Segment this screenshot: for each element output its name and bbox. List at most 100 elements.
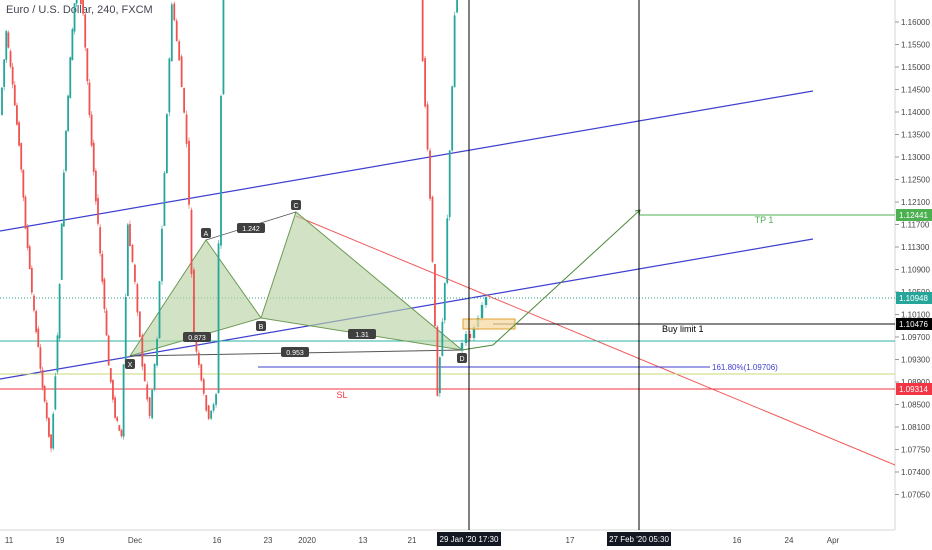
candles-group [1,0,488,453]
y-tick-label: 1.09700 [901,333,930,342]
candle-body [58,284,61,339]
y-tick-label: 1.13000 [901,153,930,162]
candle-body [45,402,48,419]
ratio-label: 0.953 [286,350,304,357]
candle-body [129,224,131,247]
candle-body [200,364,203,381]
candle-body [84,14,87,48]
y-tick-label: 1.11300 [901,243,930,252]
candle-body [35,311,38,333]
candle-body [18,122,20,146]
crosshair-time-label: 27 Feb '20 05:30 [609,535,669,544]
ratio-badge [183,332,211,342]
y-tick-label: 1.11700 [901,221,930,230]
candle-body [50,434,52,449]
price-label-text: 1.10476 [899,320,928,329]
candle-body [220,96,222,246]
candle-body [173,3,176,21]
pattern-point-label: X [128,362,133,369]
candle-body [22,169,25,198]
candle-body [168,58,171,113]
y-tick-label: 1.12500 [901,176,930,185]
candle-body [193,269,195,337]
candle-body [446,218,449,283]
candle-body [151,390,154,419]
candle-body [60,223,63,280]
candle-body [114,397,116,418]
candle-body [86,48,89,82]
ratio-badge [281,347,309,357]
candle-body [33,295,35,311]
candle-body [468,334,472,338]
pattern-point-badge [201,228,211,238]
candle-body [183,87,186,113]
y-tick-label: 1.14000 [901,108,930,117]
price-label-text: 1.09314 [899,385,928,394]
candle-body [56,335,59,372]
candle-body [456,0,458,13]
x-tick-label: 19 [56,536,65,545]
y-tick-label: 1.10900 [901,266,930,275]
candle-body [464,334,468,343]
candle-body [52,413,55,449]
candle-body [20,143,23,170]
y-tick-label: 1.08100 [901,423,930,432]
pattern-point-label: C [293,203,298,210]
candle-body [434,264,436,327]
candle-body [75,0,78,4]
crosshair-time-label: 29 Jan '20 17:30 [440,535,499,544]
candle-body [153,363,156,390]
candle-body [90,114,93,146]
x-tick-label: 16 [733,536,742,545]
candle-body [122,364,125,437]
price-label-badge [896,209,932,221]
candle-body [9,51,12,67]
channel-upper-line [0,90,814,232]
candle-body [148,397,151,416]
candle-body [197,352,200,366]
candle-body [178,41,181,61]
candle-body [109,368,112,383]
candle-body [99,227,102,254]
candle-body [7,32,10,48]
x-tick-label: 2020 [298,536,316,545]
candle-body [26,226,29,248]
candle-body [421,0,424,61]
ratio-badge [237,223,265,233]
candle-body [3,59,6,87]
candle-body [451,86,454,151]
candle-body [124,297,127,367]
candle-body [170,4,173,62]
candle-body [429,150,431,199]
candle-body [202,379,205,394]
candle-body [453,15,456,88]
price-label-text: 1.10948 [899,294,928,303]
stop-loss-annotation: SL [336,390,347,400]
candle-body [426,104,429,150]
candle-body [136,284,139,313]
candle-body [67,95,70,131]
candle-body [131,245,134,263]
y-tick-label: 1.07050 [901,491,930,500]
candle-body [480,305,484,318]
x-tick-label: 16 [213,536,222,545]
candle-body [158,281,161,339]
y-tick-label: 1.14500 [901,86,930,95]
price-label-badge [896,383,932,395]
x-tick-label: Dec [128,536,142,545]
y-tick-label: 1.08500 [901,401,930,410]
candle-body [212,404,215,411]
price-label-text: 1.12441 [899,211,928,220]
candle-body [43,386,46,402]
candle-body [97,198,99,224]
price-label-badge [896,318,932,330]
candle-body [37,328,40,348]
candle-body [205,395,208,411]
ratio-label: 1.31 [355,332,369,339]
pattern-point-badge [457,353,467,363]
x-tick-label: Apr [827,536,840,545]
ratio-label: 0.873 [188,335,206,342]
candle-body [161,228,163,282]
candle-body [71,29,74,61]
